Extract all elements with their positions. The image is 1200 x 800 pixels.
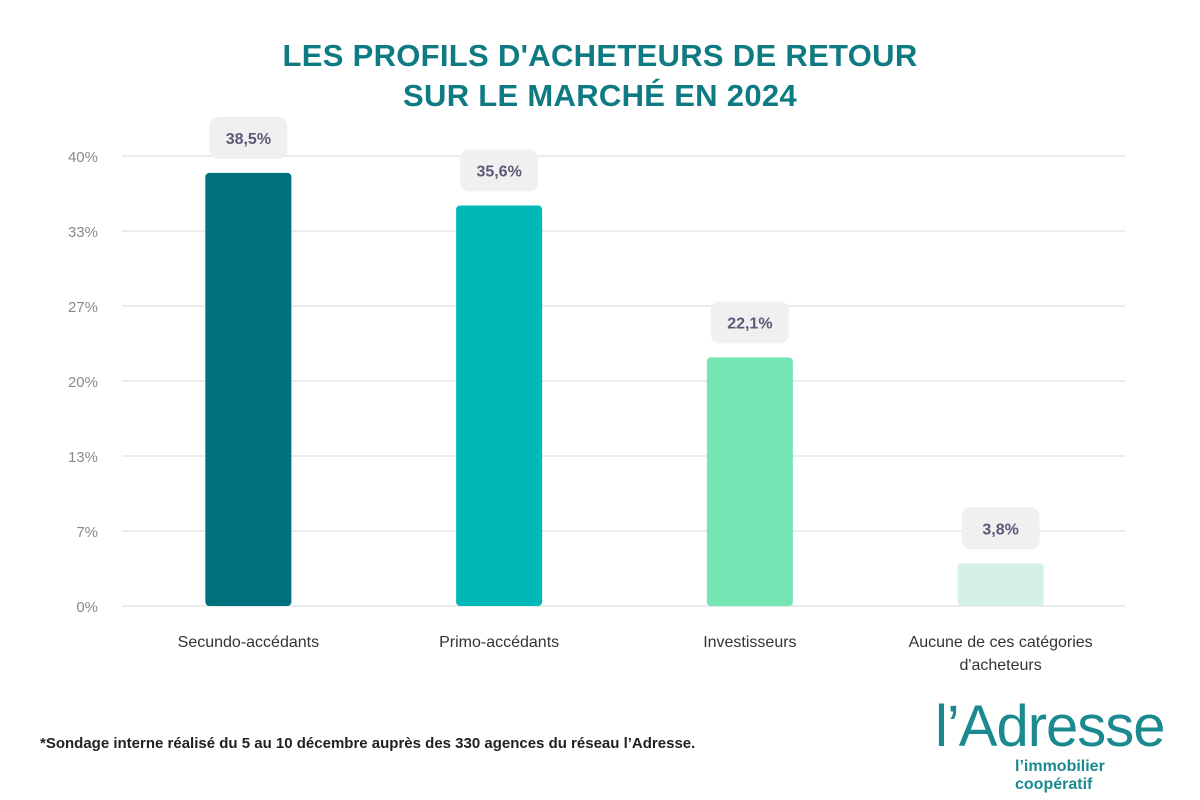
data-label: 3,8% <box>982 521 1018 538</box>
y-tick-label: 7% <box>76 524 98 541</box>
logo-wordmark: l’Adresse <box>935 694 1166 759</box>
x-tick-label: Primo-accédants <box>439 634 559 651</box>
title-line-1: LES PROFILS D'ACHETEURS DE RETOUR <box>282 38 918 73</box>
logo-tagline: l’immobilier coopératif <box>1015 758 1105 793</box>
bar-chart: 0% 7% 13% 20% 27% 33% 40% 38,5% Secundo-accédant… <box>68 116 1125 674</box>
data-label-bg <box>961 507 1040 550</box>
x-tick-label: d'acheteurs <box>960 657 1042 674</box>
bar <box>456 205 543 606</box>
y-tick-label: 40% <box>68 149 98 166</box>
company-logo: l’Adresse l’immobilier coopératif <box>935 694 1175 793</box>
y-tick-label: 27% <box>68 299 98 316</box>
data-label-bg <box>460 149 539 192</box>
y-tick-label: 33% <box>68 224 98 241</box>
data-label-bg <box>209 116 288 159</box>
data-label: 38,5% <box>226 131 271 148</box>
chart-title: LES PROFILS D'ACHETEURS DE RETOUR SUR LE… <box>0 36 1200 116</box>
bar <box>957 563 1044 606</box>
x-tick-label: Investisseurs <box>703 634 796 651</box>
y-tick-label: 13% <box>68 449 98 466</box>
data-label: 35,6% <box>476 164 521 181</box>
x-tick-label: Secundo-accédants <box>178 634 319 651</box>
footnote: *Sondage interne réalisé du 5 au 10 déce… <box>40 735 696 752</box>
title-line-2: SUR LE MARCHÉ EN 2024 <box>403 78 797 113</box>
data-label: 22,1% <box>727 315 772 332</box>
y-tick-label: 20% <box>68 374 98 391</box>
y-tick-label: 0% <box>76 599 98 616</box>
x-tick-label: Aucune de ces catégories <box>909 634 1093 651</box>
bar <box>205 172 292 606</box>
bar <box>706 357 793 606</box>
data-label-bg <box>710 301 789 344</box>
